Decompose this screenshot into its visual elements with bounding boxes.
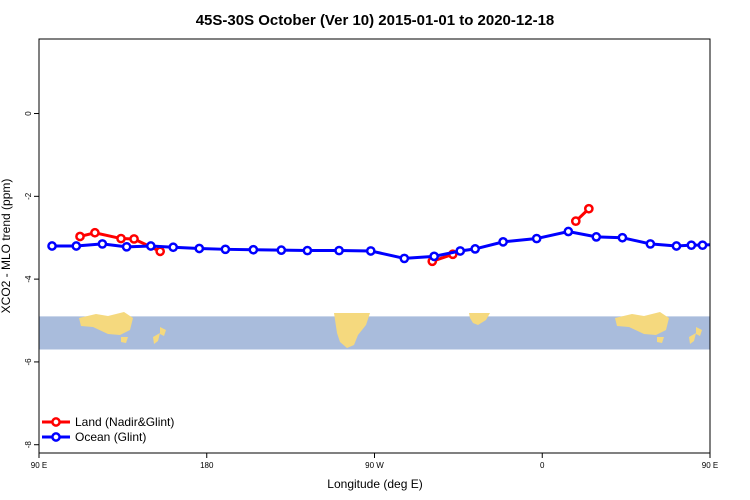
data-point xyxy=(429,251,439,262)
data-point xyxy=(334,245,344,256)
data-point xyxy=(155,246,166,257)
data-point xyxy=(531,233,542,244)
data-point xyxy=(671,241,682,251)
series-land xyxy=(75,203,750,267)
data-point xyxy=(697,240,708,251)
data-point xyxy=(570,216,581,227)
data-point xyxy=(498,237,508,247)
legend: Land (Nadir&Glint)Ocean (Glint) xyxy=(42,415,174,444)
y-tick-label: -8 xyxy=(24,441,33,449)
legend-marker xyxy=(51,417,61,427)
land-australia xyxy=(79,312,133,335)
y-tick-label: -4 xyxy=(24,275,33,283)
map-ocean xyxy=(39,316,710,350)
land-new-zealand-south-repeat xyxy=(689,333,696,344)
data-point xyxy=(90,227,100,238)
map-strip xyxy=(39,312,710,350)
data-point xyxy=(399,253,410,264)
land-tasmania-repeat xyxy=(657,337,664,343)
data-point xyxy=(194,243,205,254)
map-land xyxy=(79,312,702,348)
land-new-zealand-north xyxy=(160,327,166,336)
data-point xyxy=(365,246,376,256)
data-point xyxy=(686,240,697,251)
data-point xyxy=(248,244,259,255)
x-tick-label: 0 xyxy=(540,461,545,470)
land-tasmania xyxy=(121,337,128,343)
y-tick-label: -2 xyxy=(24,192,33,200)
data-point xyxy=(220,244,231,255)
y-tick-label: -6 xyxy=(24,358,33,366)
data-point xyxy=(583,203,594,214)
data-point xyxy=(645,239,656,249)
x-tick-label: 180 xyxy=(200,461,214,470)
series-line xyxy=(744,233,750,252)
data-point xyxy=(121,241,132,252)
data-point xyxy=(145,241,156,251)
data-point xyxy=(97,239,108,249)
data-point xyxy=(116,233,126,244)
data-point xyxy=(129,234,139,244)
x-axis-label: Longitude (deg E) xyxy=(327,477,422,491)
legend-marker xyxy=(51,432,61,442)
data-point xyxy=(302,245,313,256)
land-new-zealand-north-repeat xyxy=(696,327,702,336)
x-tick-label: 90 E xyxy=(31,461,47,470)
land-southern-africa xyxy=(469,313,490,325)
data-point xyxy=(75,231,85,242)
series-layer xyxy=(47,203,750,267)
x-axis: 90 E 180 90 W 0 90 E xyxy=(31,453,718,470)
series-ocean xyxy=(47,226,730,264)
land-new-zealand-south xyxy=(153,333,160,344)
chart-title: 45S-30S October (Ver 10) 2015-01-01 to 2… xyxy=(196,12,555,29)
data-point xyxy=(563,226,574,237)
data-point xyxy=(470,244,480,254)
y-tick-label: 0 xyxy=(24,111,33,116)
y-axis-label: XCO2 - MLO trend (ppm) xyxy=(0,179,13,314)
legend-label: Ocean (Glint) xyxy=(75,430,146,444)
x-tick-label: 90 E xyxy=(702,461,718,470)
land-australia-repeat xyxy=(615,312,669,335)
data-point xyxy=(591,232,602,242)
data-point xyxy=(723,240,730,247)
data-point xyxy=(276,245,287,255)
data-point xyxy=(455,246,466,256)
land-south-america xyxy=(334,313,370,348)
x-tick-label: 90 W xyxy=(365,461,384,470)
data-point xyxy=(617,232,628,243)
data-point xyxy=(740,233,747,240)
data-point xyxy=(71,241,82,251)
y-axis: 0 -2 -4 -6 -8 xyxy=(24,111,39,449)
data-point xyxy=(47,241,57,251)
data-point xyxy=(168,242,179,253)
legend-label: Land (Nadir&Glint) xyxy=(75,415,174,429)
